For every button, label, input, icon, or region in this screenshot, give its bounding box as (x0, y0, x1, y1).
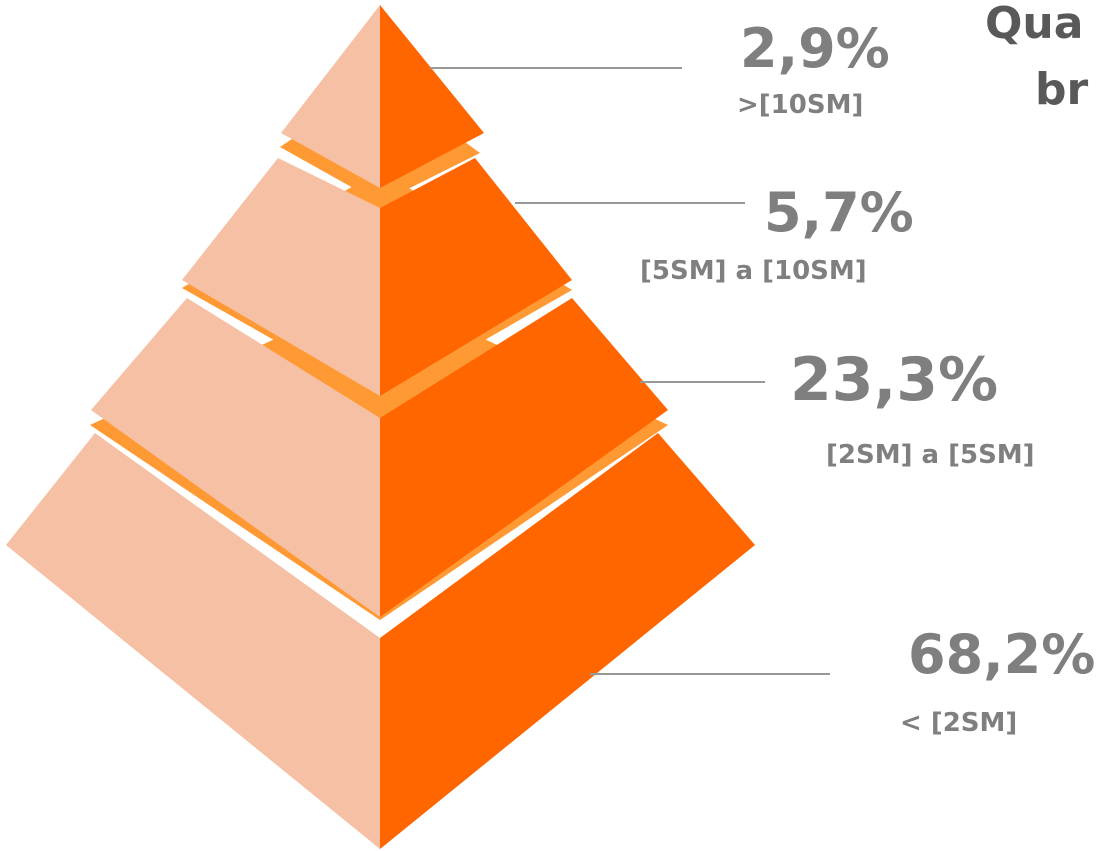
chart-title-line1: Qua (985, 0, 1084, 49)
tier-4-left-face (6, 433, 380, 849)
tier-2-percent-label: 5,7% (764, 181, 914, 244)
tier-1-percent-label: 2,9% (740, 17, 890, 80)
tier-2-range-label: [5SM] a [10SM] (640, 256, 867, 286)
tier-3-percent-label: 23,3% (790, 345, 999, 415)
chart-title-line2: br (1035, 64, 1089, 115)
tier-3-left-face (91, 298, 380, 617)
tier-4-right-face (380, 433, 755, 849)
tier-3-right-face (380, 298, 668, 617)
tier-4-range-label: < [2SM] (900, 708, 1018, 738)
tier-1-right-face (380, 5, 484, 188)
tier-1-range-label: >[10SM] (737, 90, 864, 120)
tier-2-left-face (182, 158, 380, 396)
tier-3-range-label: [2SM] a [5SM] (826, 440, 1035, 470)
tier-4-percent-label: 68,2% (908, 623, 1096, 686)
tier-2-right-face (380, 158, 572, 396)
tier-1-left-face (281, 5, 380, 188)
